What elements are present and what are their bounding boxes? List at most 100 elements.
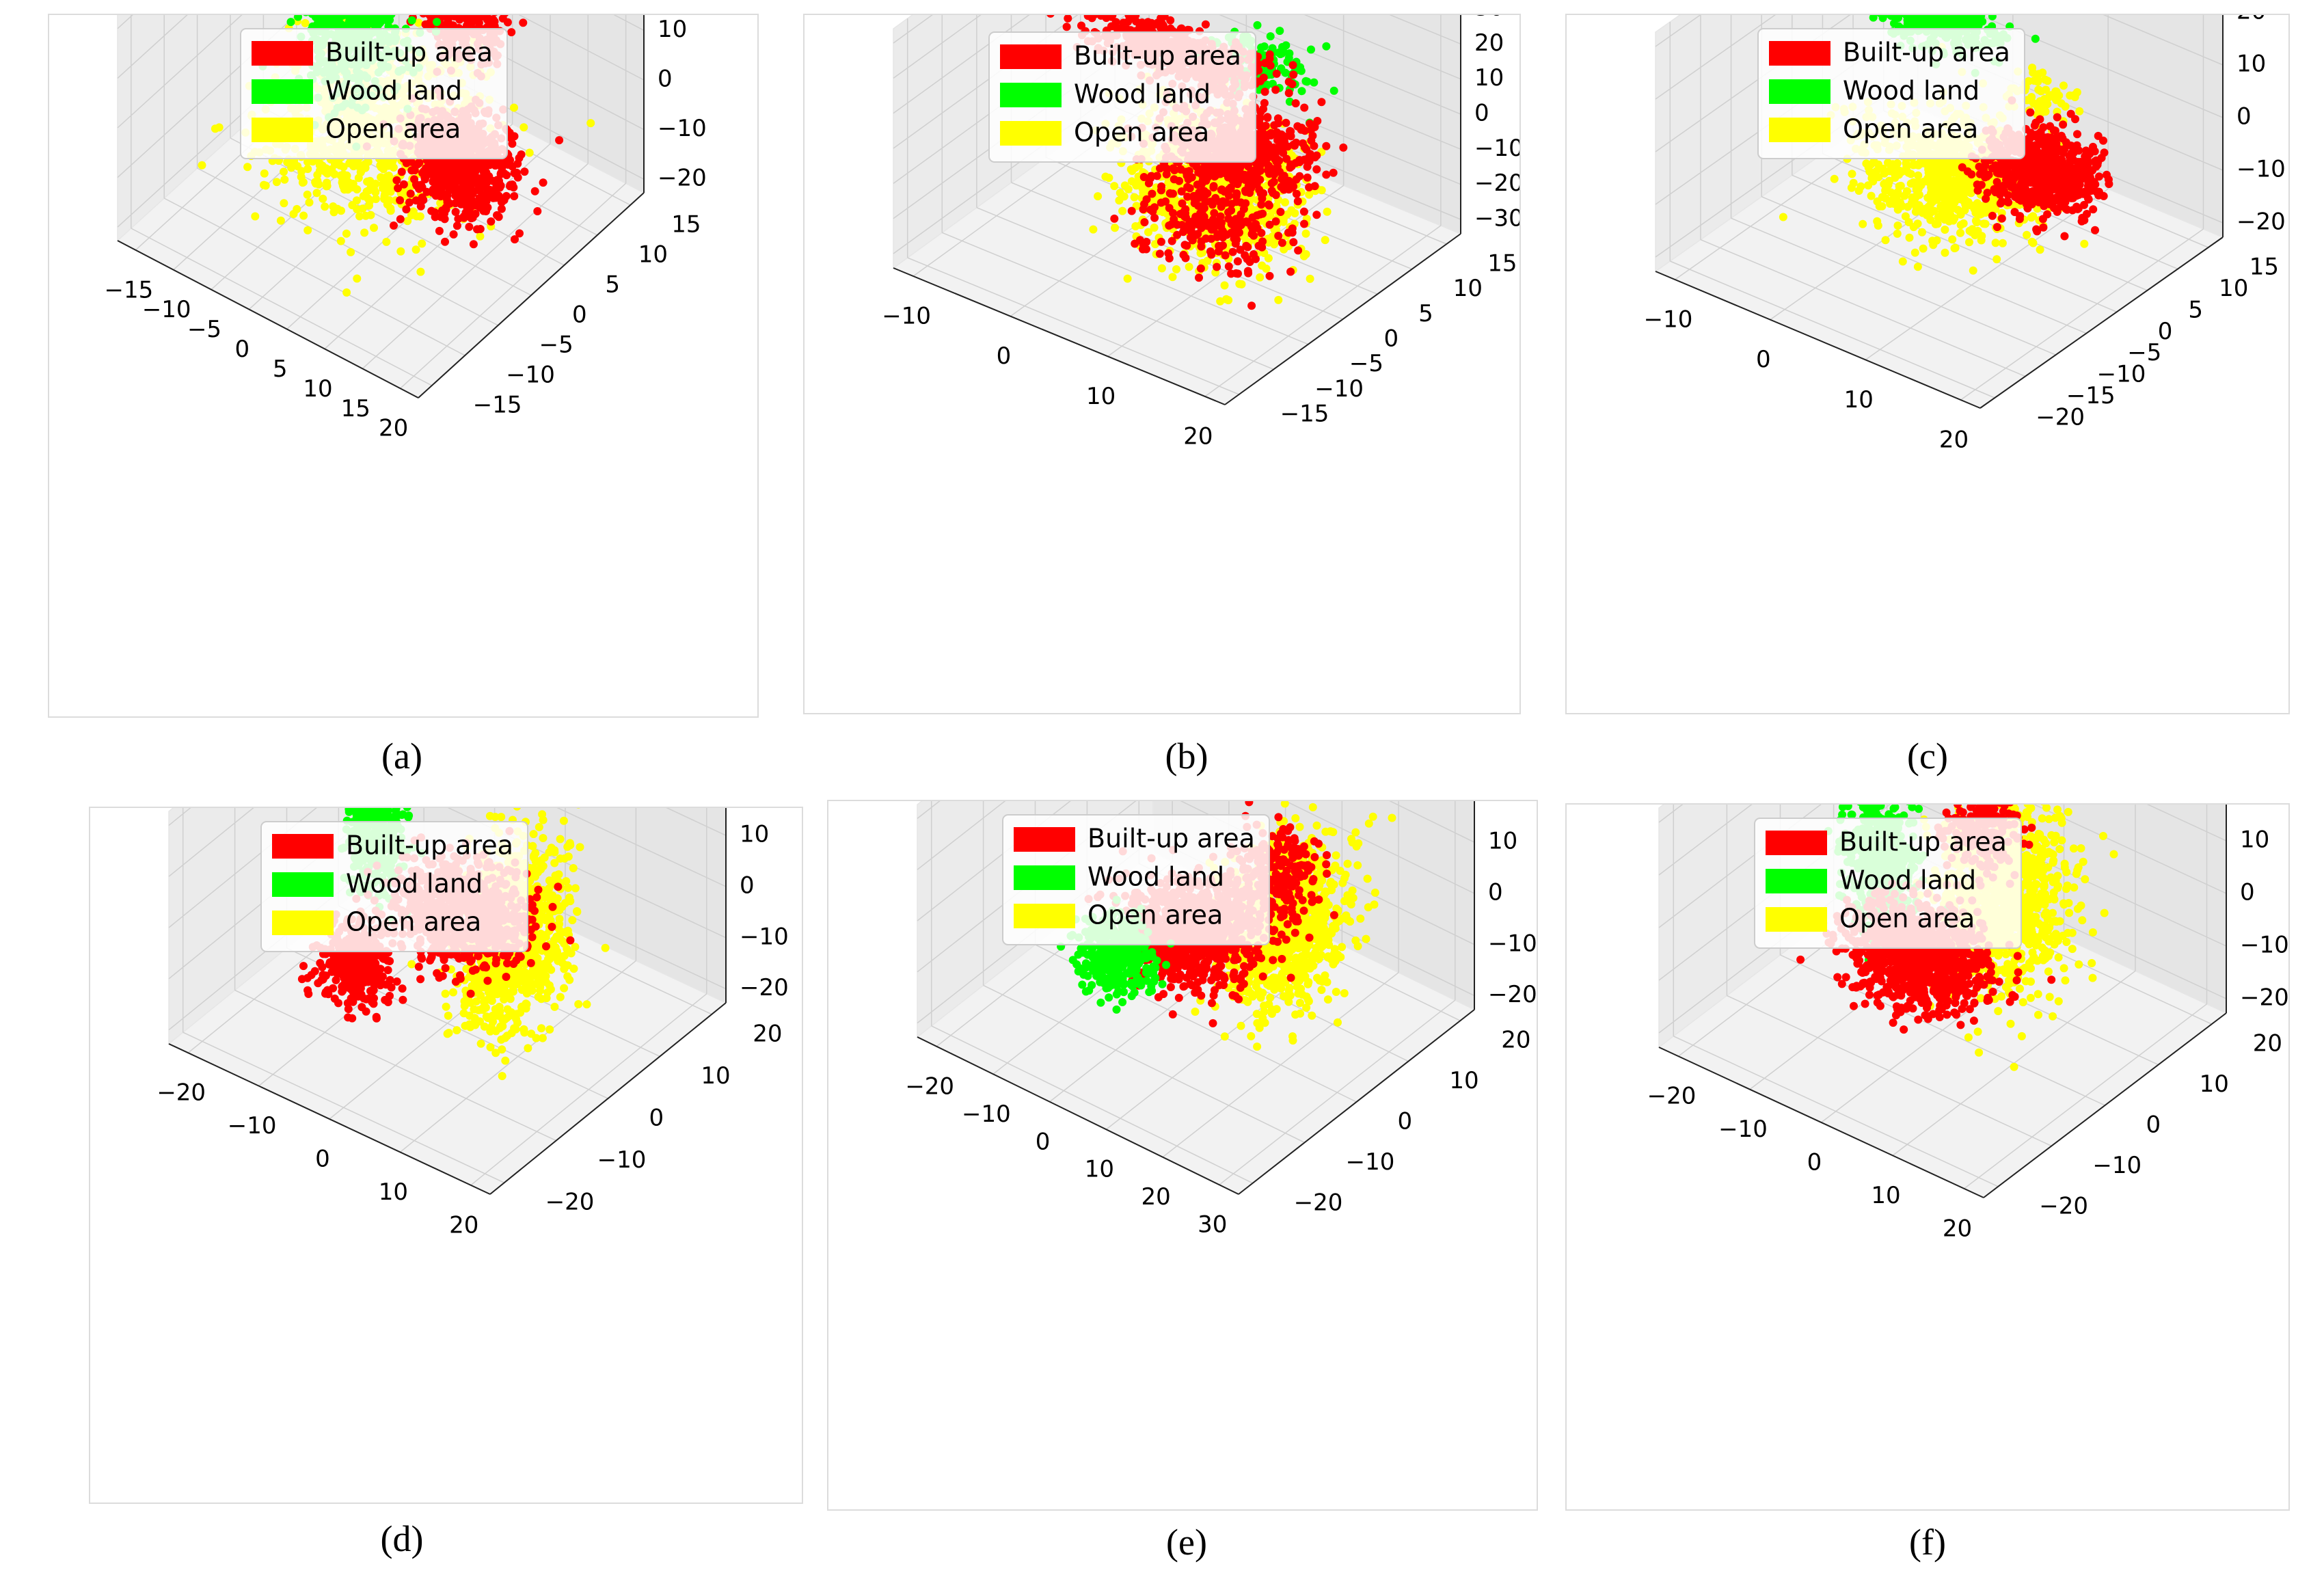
data-point: [407, 16, 416, 25]
data-point: [411, 245, 420, 254]
x-tick-label: 10: [1086, 383, 1116, 410]
data-point: [301, 18, 310, 27]
data-point: [1273, 128, 1281, 137]
z-tick-label: −20: [658, 165, 707, 192]
data-point: [1288, 61, 1297, 70]
data-point: [475, 193, 484, 202]
legend-swatch: [1000, 121, 1062, 146]
data-point: [1176, 165, 1185, 174]
data-point: [481, 15, 486, 16]
x-tick-label: 20: [1183, 423, 1213, 450]
data-point: [1096, 15, 1105, 20]
data-point: [1162, 170, 1171, 178]
data-point: [519, 18, 528, 27]
data-point: [396, 247, 405, 256]
data-point: [1323, 207, 1332, 216]
data-point: [286, 18, 295, 27]
data-point: [1222, 295, 1230, 304]
data-point: [1135, 236, 1144, 245]
data-point: [519, 123, 528, 132]
data-point: [357, 167, 366, 176]
data-point: [377, 16, 386, 25]
caption-b: (b): [1165, 736, 1208, 777]
data-point: [1256, 210, 1265, 219]
data-point: [354, 174, 363, 183]
data-point: [1228, 171, 1237, 180]
y-tick-label: −15: [473, 392, 522, 419]
data-point: [1261, 122, 1270, 130]
data-point: [198, 161, 206, 170]
grid-line: [1389, 15, 1461, 45]
data-point: [463, 198, 472, 207]
data-point: [1101, 172, 1110, 181]
data-point: [276, 216, 285, 225]
x-tick-label: 0: [997, 342, 1012, 370]
x-tick-label: 10: [303, 375, 332, 403]
data-point: [439, 15, 444, 16]
data-point: [342, 288, 351, 297]
data-point: [1157, 237, 1165, 246]
x-tick-label: 20: [379, 415, 408, 442]
data-point: [448, 15, 452, 16]
data-point: [1155, 250, 1164, 258]
data-point: [1227, 217, 1236, 225]
grid-line: [117, 15, 243, 129]
data-point: [386, 206, 395, 215]
data-point: [1289, 238, 1298, 247]
axis-line: [1224, 233, 1461, 405]
data-point: [1177, 24, 1186, 33]
data-point: [1322, 42, 1331, 51]
axis-line: [1655, 271, 1981, 409]
data-point: [1207, 234, 1215, 243]
data-point: [1233, 180, 1242, 189]
data-point: [479, 167, 488, 176]
data-point: [280, 175, 289, 184]
data-point: [1260, 98, 1269, 107]
z-tick-label: 10: [1474, 64, 1504, 92]
data-point: [313, 170, 322, 179]
data-point: [1046, 15, 1055, 18]
data-point: [1265, 220, 1274, 229]
data-point: [447, 21, 456, 30]
data-point: [1237, 280, 1246, 288]
data-point: [1289, 70, 1298, 79]
x-tick-label: 0: [234, 336, 249, 363]
grid-line: [518, 15, 645, 81]
data-point: [497, 198, 506, 206]
data-point: [360, 228, 369, 237]
data-point: [411, 196, 420, 205]
data-point: [1187, 224, 1195, 232]
data-point: [1216, 212, 1225, 221]
plot-a: −15−10−505101520−15−10−5051015−20−100102…: [105, 15, 707, 442]
data-point: [365, 201, 373, 210]
y-tick-label: 10: [1453, 275, 1483, 302]
y-tick-label: 0: [572, 301, 587, 329]
data-point: [344, 178, 353, 187]
data-point: [418, 169, 427, 178]
data-point: [1142, 195, 1151, 204]
data-point: [1107, 15, 1111, 16]
data-point: [1147, 18, 1156, 27]
legend-label: Wood land: [1074, 79, 1211, 109]
data-point: [509, 183, 518, 192]
data-point: [377, 161, 386, 170]
data-point: [334, 16, 343, 25]
data-point: [438, 160, 447, 169]
data-point: [1241, 172, 1249, 181]
data-point: [429, 176, 437, 185]
grid-line: [1655, 15, 1776, 100]
data-point: [478, 183, 487, 191]
data-point: [485, 161, 494, 170]
data-point: [1293, 197, 1302, 206]
data-point: [1312, 165, 1321, 174]
y-tick-label: 15: [1487, 250, 1517, 278]
data-point: [289, 210, 298, 218]
data-point: [1170, 175, 1178, 184]
x-tick-label: 15: [341, 395, 370, 422]
data-point: [1152, 172, 1161, 180]
z-tick-label: −20: [1474, 170, 1519, 197]
data-point: [1219, 233, 1227, 242]
data-point: [1266, 32, 1275, 41]
data-point: [211, 124, 219, 133]
data-point: [508, 139, 517, 148]
